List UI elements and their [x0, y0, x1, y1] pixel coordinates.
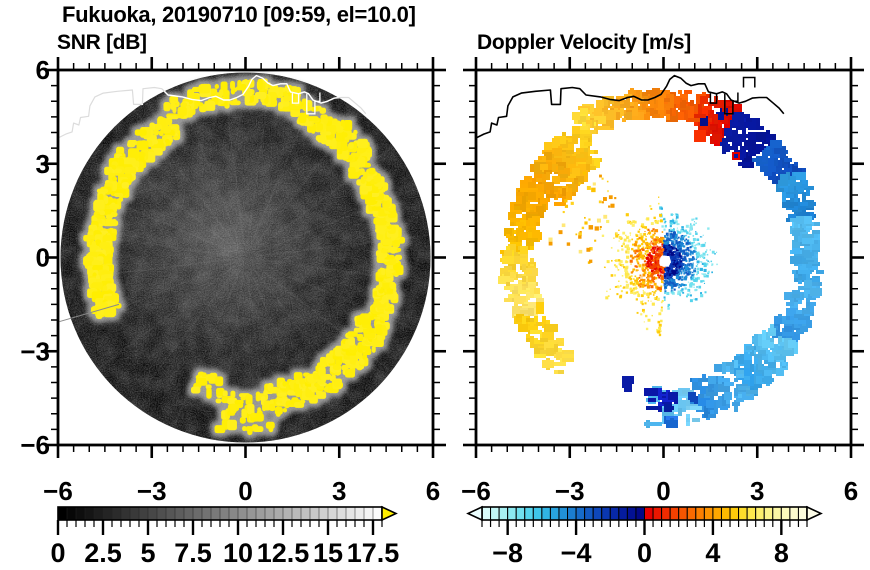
velocity-plot: [476, 74, 824, 428]
figure-title: Fukuoka, 20190710 [09:59, el=10.0]: [62, 2, 416, 27]
velocity-panel-title: Doppler Velocity [m/s]: [477, 31, 691, 54]
svg-text:3: 3: [332, 476, 346, 506]
snr-plot: [58, 72, 431, 443]
svg-text:−3: −3: [137, 476, 167, 506]
svg-text:−6: −6: [43, 476, 73, 506]
svg-text:0: 0: [36, 243, 50, 273]
svg-text:0: 0: [238, 476, 252, 506]
velocity-colorbar: −8 −4 0 4 8: [466, 505, 823, 568]
svg-text:−3: −3: [20, 336, 50, 366]
svg-text:6: 6: [426, 476, 440, 506]
snr-panel-title: SNR [dB]: [57, 31, 147, 54]
svg-text:3: 3: [36, 149, 50, 179]
svg-text:−6: −6: [20, 430, 50, 460]
snr-colorbar: 0 2.5 5 7.5 10 12.5 15 17.5: [50, 505, 399, 568]
svg-text:6: 6: [36, 55, 50, 85]
